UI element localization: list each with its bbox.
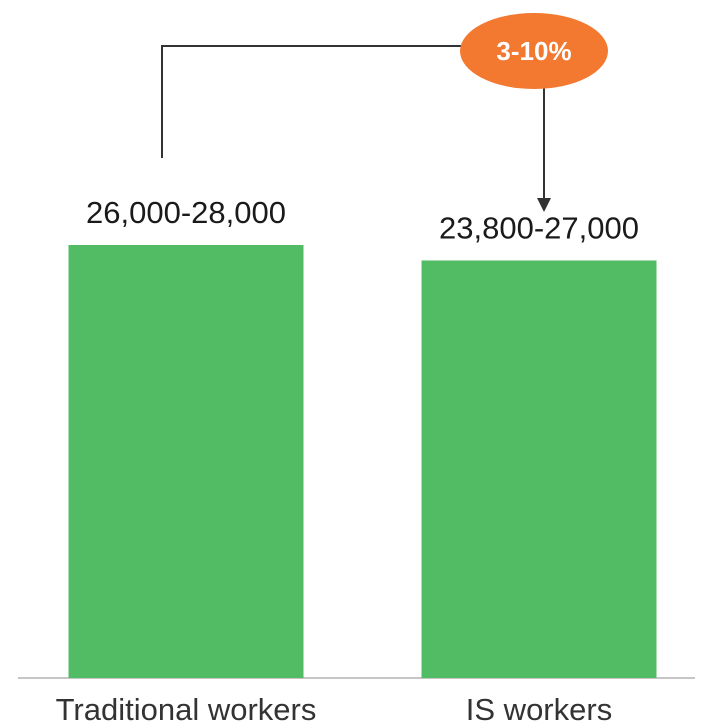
connector-arrowhead bbox=[537, 198, 551, 212]
category-label-is-workers: IS workers bbox=[466, 692, 612, 727]
bar-is-workers bbox=[421, 260, 657, 678]
category-label-traditional-workers: Traditional workers bbox=[56, 692, 317, 727]
bar-value-label-is-workers: 23,800-27,000 bbox=[439, 210, 639, 245]
difference-badge bbox=[460, 13, 608, 89]
bar-value-label-traditional-workers: 26,000-28,000 bbox=[86, 195, 286, 230]
difference-badge-text: 3-10% bbox=[496, 36, 571, 66]
bar-traditional-workers bbox=[68, 245, 304, 678]
comparison-connector bbox=[161, 45, 545, 200]
